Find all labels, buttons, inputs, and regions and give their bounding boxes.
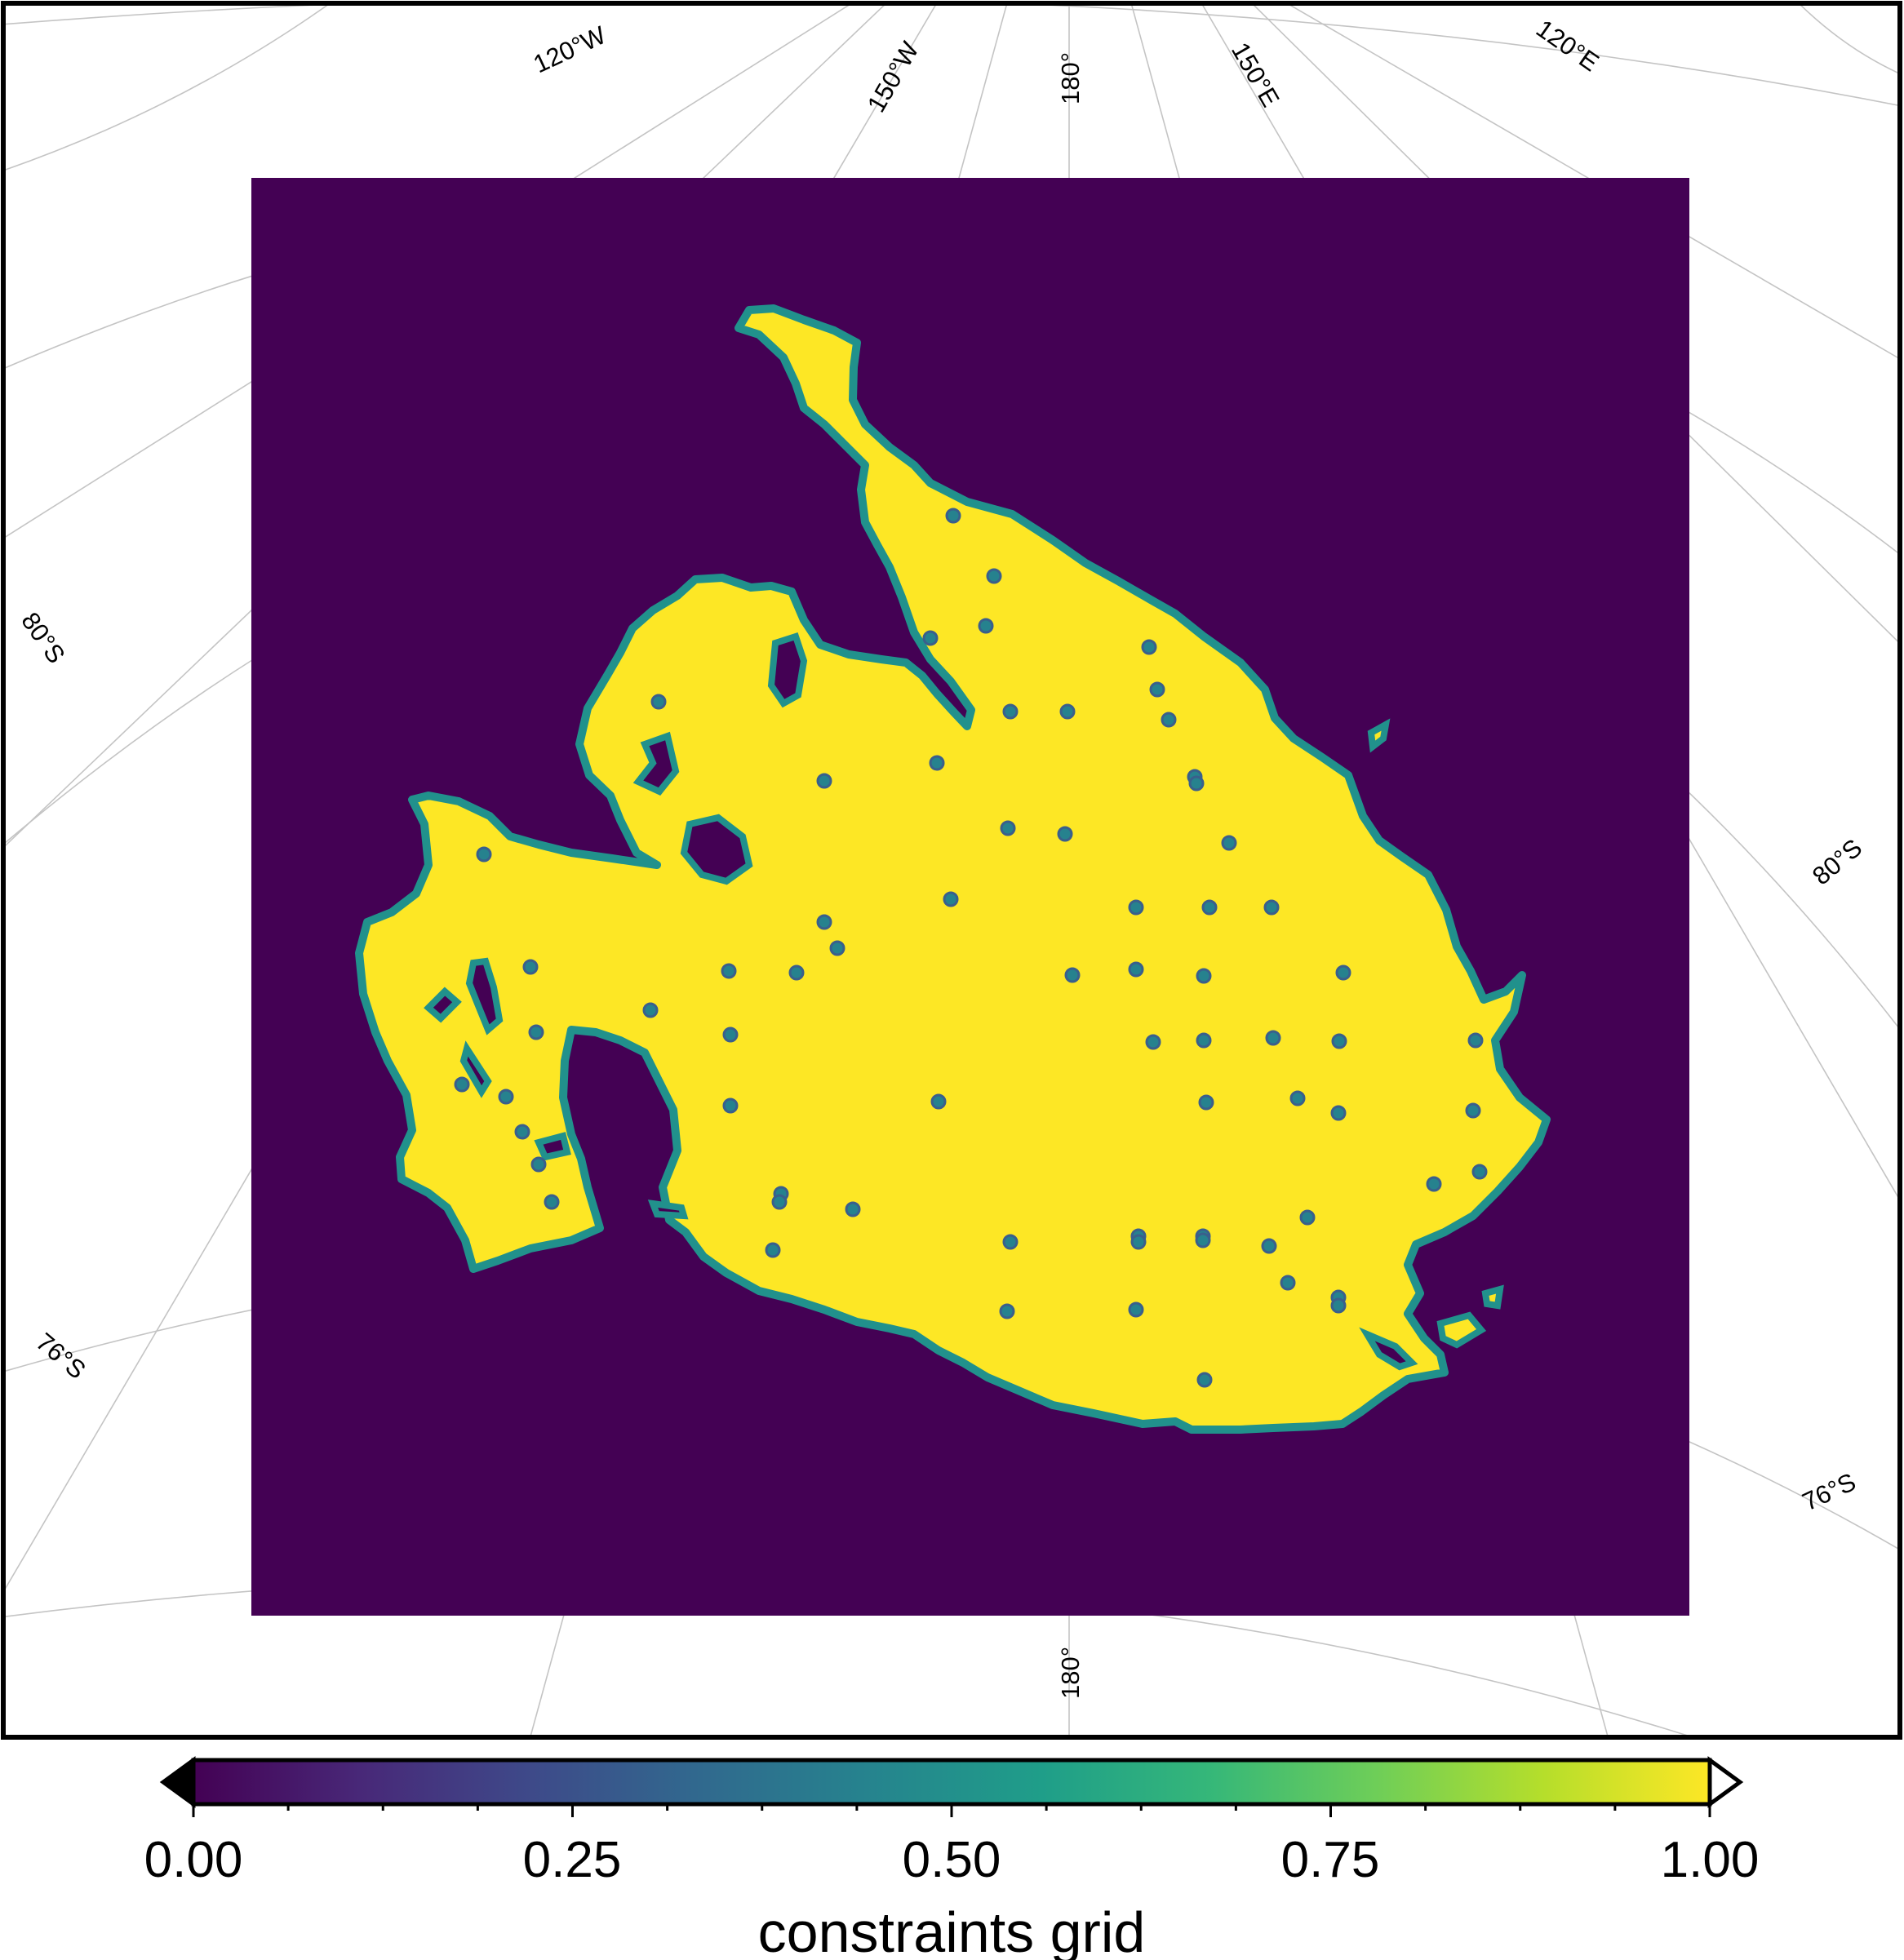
meridian-label: 150°E <box>1226 38 1285 112</box>
latitude-label: 80°S <box>16 607 70 668</box>
meridian-line <box>1798 4 1899 74</box>
meridian-label: 120°W <box>529 20 610 78</box>
colorbar-tick-label: 0.50 <box>903 1832 1001 1888</box>
constraint-points <box>454 508 1488 1388</box>
colorbar-tick-label: 1.00 <box>1661 1832 1760 1888</box>
latitude-label: 76°S <box>1798 1467 1860 1516</box>
colorbar-below-triangle <box>159 1756 196 1808</box>
ice-shelf-region <box>355 304 1551 1434</box>
map-frame <box>1 1 1902 1740</box>
colorbar-tick-label: 0.00 <box>144 1832 243 1888</box>
colorbar-tick-label: 0.75 <box>1281 1832 1380 1888</box>
colorbar-above-triangle <box>1707 1756 1744 1808</box>
colorbar-gradient <box>191 1758 1712 1807</box>
colorbar-tick-label: 0.25 <box>523 1832 622 1888</box>
grid-islets <box>1367 718 1504 1349</box>
meridian-label: 150°W <box>862 36 925 117</box>
meridian-line <box>4 4 331 171</box>
graticule-labels: 120°W 150°W 180° 150°E 120°E 180° 80°S 7… <box>16 14 1867 1699</box>
latitude-line <box>4 4 1899 107</box>
meridian-label: 180° <box>1056 1647 1085 1699</box>
constraints-grid <box>251 178 1689 1616</box>
excluded-islands <box>424 632 1418 1371</box>
colorbar-ticks <box>192 1804 1711 1817</box>
meridian-label: 120°E <box>1531 14 1604 77</box>
colorbar-title: constraints grid <box>758 1900 1146 1960</box>
latitude-label: 80°S <box>1807 833 1867 890</box>
latitude-label: 76°S <box>31 1328 91 1385</box>
meridian-label: 180° <box>1056 52 1085 104</box>
colorbar: 0.00 0.25 0.50 0.75 1.00 constraints gri… <box>144 1756 1760 1960</box>
